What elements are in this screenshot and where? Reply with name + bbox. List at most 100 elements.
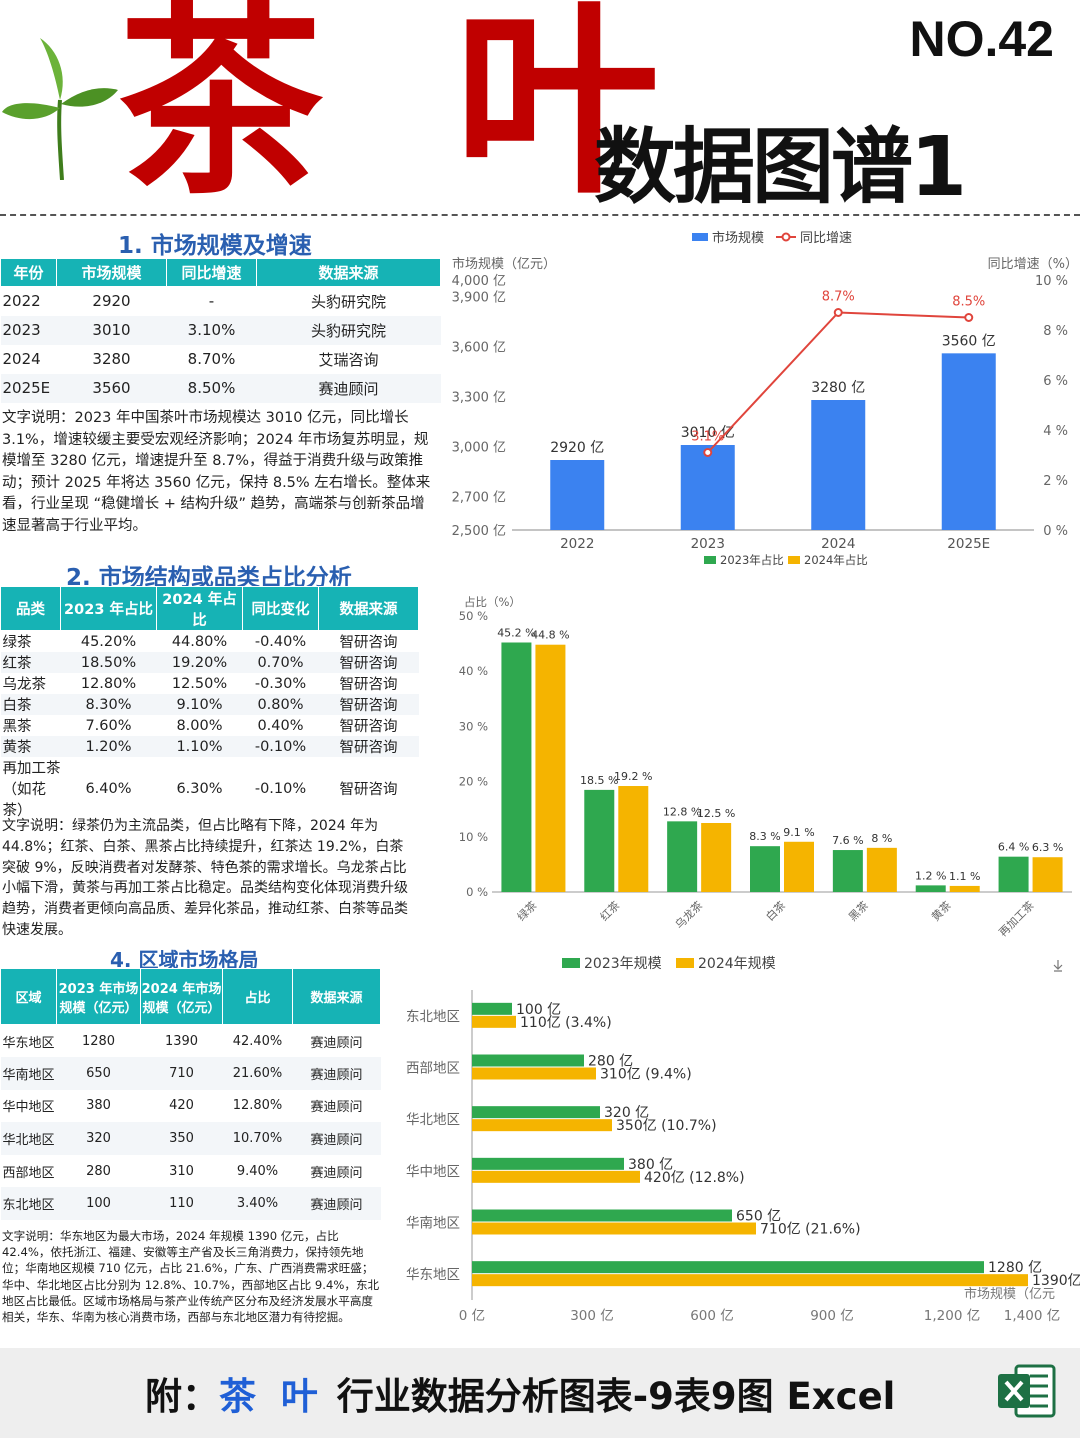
bar-label: 6.3 % (1032, 841, 1063, 854)
table-header: 市场规模 (56, 258, 167, 287)
footer-text: 附：茶 叶 行业数据分析图表-9表9图 Excel (145, 1366, 895, 1420)
bar (949, 885, 980, 892)
table-header: 数据来源 (292, 968, 381, 1025)
table-cell: 2024 (2, 350, 41, 368)
issue-number: NO.42 (909, 11, 1054, 67)
table-cell: 8.00% (176, 717, 223, 734)
table-cell: 智研咨询 (318, 652, 419, 673)
table-cell: 9.40% (236, 1163, 279, 1179)
y-tick-label: 30 % (459, 719, 488, 733)
table-cell: 44.80% (171, 633, 228, 650)
bar (472, 1222, 756, 1235)
bar (941, 353, 996, 530)
table-cell: 19.20% (156, 652, 243, 673)
table-cell: 0.70% (242, 652, 319, 673)
table-cell: 东北地区 (0, 1187, 57, 1221)
bar-label: 650 亿 (736, 1209, 781, 1225)
line-point (703, 448, 713, 457)
table-cell: -0.10% (254, 780, 307, 797)
bar (1032, 857, 1063, 892)
bar (811, 400, 866, 530)
bar (472, 1157, 624, 1170)
table-cell: 18.50% (60, 652, 157, 673)
bar (472, 1274, 1028, 1287)
bar-label: 320 亿 (604, 1105, 649, 1121)
table-cell: 华南地区 (0, 1057, 57, 1090)
table-cell: 350 (140, 1122, 223, 1155)
table-cell: 3010 (56, 315, 167, 345)
y-tick-label: 华东地区 (406, 1267, 460, 1283)
table-cell: 3280 (92, 350, 131, 368)
bar (680, 445, 735, 530)
x-tick-label: 2024 (821, 536, 855, 552)
y-tick-label: 3,600 亿 (452, 341, 506, 356)
table-row: 再加工茶（如花茶） 6.40% 6.30% -0.10% 智研咨询 (1, 757, 419, 820)
line-point (964, 313, 974, 322)
y-tick-label: 西部地区 (406, 1061, 460, 1077)
footer: 附：茶 叶 行业数据分析图表-9表9图 Excel (0, 1348, 1080, 1438)
table-cell: 21.60% (222, 1057, 293, 1090)
bar-label: 8 % (871, 832, 892, 845)
bar-label: 3280 亿 (811, 380, 865, 396)
table-cell: 380 (86, 1098, 111, 1114)
y2-tick-label: 10 % (1035, 274, 1068, 289)
table-cell: 8.50% (166, 373, 257, 403)
bar-label: 8.3 % (749, 830, 780, 843)
y2-tick-label: 2 % (1043, 474, 1068, 489)
x-tick-label: 900 亿 (810, 1308, 854, 1324)
subtitle: 数据图谱1 (594, 120, 967, 215)
y2-axis-title: 同比增速（%） (988, 257, 1078, 272)
bar (472, 1015, 516, 1028)
table-cell: 绿茶 (2, 635, 32, 651)
table-cell: 赛迪顾问 (256, 373, 441, 403)
table-row: 红茶 18.50% 19.20% 0.70% 智研咨询 (0, 652, 419, 673)
table-cell: 100 (56, 1187, 141, 1221)
table-cell: 白茶 (0, 694, 61, 715)
bar (535, 644, 566, 892)
bar-label: 19.2 % (614, 770, 652, 783)
bar-label: 110亿 (3.4%) (520, 1015, 612, 1031)
legend-label: 同比增速 (800, 231, 852, 246)
table-header: 占比 (222, 968, 293, 1025)
table-cell: 智研咨询 (339, 677, 398, 693)
table-cell: 红茶 (0, 652, 61, 673)
bar (998, 856, 1029, 892)
bar (472, 1106, 600, 1119)
bar-label: 380 亿 (628, 1157, 673, 1173)
line-label: 8.7% (822, 290, 855, 305)
table-header: 品类 (0, 586, 61, 631)
x-tick-label: 2022 (560, 536, 594, 552)
y-tick-label: 40 % (459, 664, 488, 678)
bar-label: 12.8 % (663, 805, 701, 818)
main-title: 茶 叶 (118, 0, 690, 222)
bar-label: 1.1 % (949, 870, 980, 883)
section1-title: 1. 市场规模及增速 (118, 233, 312, 259)
bar (701, 823, 732, 892)
x-tick-label: 1,200 亿 (924, 1308, 980, 1324)
table-row: 2022 2920 - 头豹研究院 (1, 287, 441, 316)
bar (472, 1002, 512, 1015)
table-cell: - (208, 292, 215, 311)
table-cell: 12.80% (80, 675, 137, 692)
download-icon (1053, 960, 1063, 972)
table-cell: 3.10% (166, 315, 257, 345)
table-row: 东北地区 100 110 3.40% 赛迪顾问 (0, 1187, 381, 1221)
y-tick-label: 东北地区 (406, 1009, 460, 1025)
y-tick-label: 0 % (466, 885, 488, 899)
legend-label: 2024年占比 (804, 553, 868, 567)
table-cell: 华中地区 (2, 1100, 55, 1116)
table-row: 黑茶 7.60% 8.00% 0.40% 智研咨询 (1, 715, 419, 736)
table-cell: 头豹研究院 (310, 292, 386, 311)
bar (472, 1054, 584, 1067)
table-cell: 1390 (164, 1033, 199, 1049)
y-axis-title: 市场规模（亿元） (452, 256, 556, 272)
table-row: 2025E 3560 8.50% 赛迪顾问 (0, 373, 441, 403)
legend-label: 2024年规模 (698, 956, 776, 972)
table-cell: 2023 (0, 315, 57, 345)
table-row: 华东地区 1280 1390 42.40% 赛迪顾问 (1, 1025, 381, 1058)
table-cell: 赛迪顾问 (310, 1165, 363, 1181)
table-header: 年份 (0, 258, 57, 287)
table-cell: 2022 (2, 292, 41, 311)
line-label: 8.5% (952, 295, 985, 310)
